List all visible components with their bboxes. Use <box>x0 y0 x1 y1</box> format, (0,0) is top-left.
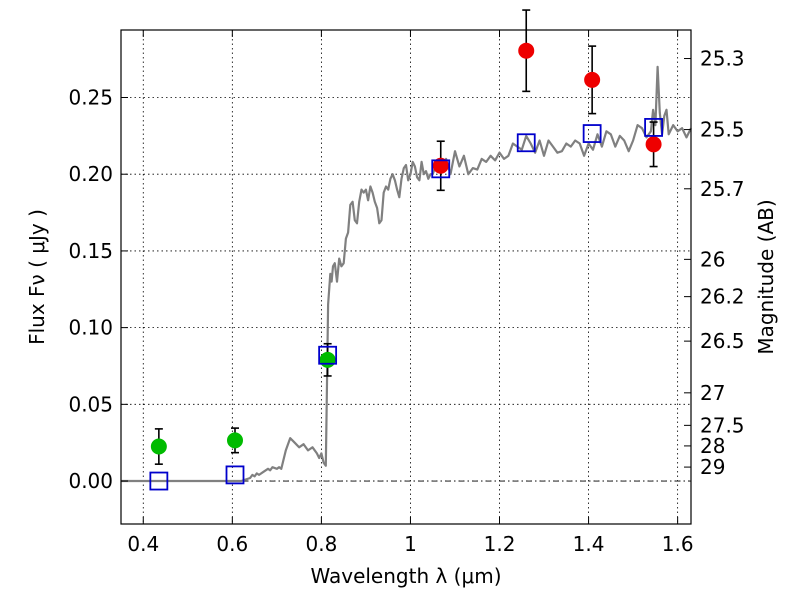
y-tick-label: 0.05 <box>68 392 113 416</box>
data-point-detections_nir <box>584 71 601 88</box>
mag-tick-label: 26 <box>700 247 725 271</box>
mag-tick-label: 27 <box>700 381 725 405</box>
data-point-model_photometry <box>644 118 663 137</box>
mag-tick-label: 28 <box>700 434 725 458</box>
x-axis-label: Wavelength λ (μm) <box>310 564 501 588</box>
data-point-detections_optical <box>227 432 243 449</box>
mag-tick-label: 26.2 <box>700 285 745 309</box>
y-tick-label: 0.20 <box>68 162 113 186</box>
x-tick-label: 1 <box>404 532 417 556</box>
model-spectrum-line <box>121 65 692 483</box>
data-point-model_photometry <box>516 133 536 153</box>
error-bars <box>154 9 658 465</box>
data-point-model_photometry <box>582 124 602 143</box>
data-point-model_photometry <box>318 345 338 365</box>
y-tick-label: 0.10 <box>68 316 113 340</box>
x-tick-label: 1.4 <box>573 532 605 556</box>
x-tick-label: 1.2 <box>484 532 516 556</box>
data-point-detections_nir <box>432 157 449 174</box>
data-point-detections_optical <box>319 351 336 368</box>
mag-tick-label: 25.3 <box>700 47 745 71</box>
y-tick-label: 0.00 <box>68 469 113 493</box>
y-axis-label: Flux Fν ( μJy ) <box>25 209 49 345</box>
mag-tick-label: 25.5 <box>700 118 745 142</box>
data-point-model_photometry <box>149 471 169 491</box>
x-tick-label: 1.6 <box>662 532 694 556</box>
model-spectrum-layer <box>121 65 692 483</box>
y-tick-label: 0.15 <box>68 239 113 263</box>
mag-tick-label: 26.5 <box>700 329 745 353</box>
mag-tick-label: 27.5 <box>700 413 745 437</box>
mag-tick-label: 25.7 <box>700 177 745 201</box>
mag-tick-label: 29 <box>700 455 725 479</box>
y-tick-label: 0.25 <box>68 86 113 110</box>
data-point-detections_optical <box>150 438 167 455</box>
x-tick-label: 0.4 <box>127 532 159 556</box>
plot-frame <box>120 29 692 525</box>
data-point-model_photometry <box>225 465 245 485</box>
x-tick-label: 0.6 <box>216 532 248 556</box>
y2-axis-label: Magnitude (AB) <box>754 199 778 354</box>
data-point-model_photometry <box>431 159 451 179</box>
x-tick-label: 0.8 <box>305 532 337 556</box>
grid <box>121 30 691 524</box>
data-markers <box>149 42 663 491</box>
data-point-detections_nir <box>645 136 662 153</box>
data-point-detections_nir <box>518 42 535 59</box>
axes: 0.4 0.6 0.8 1 1.2 1.4 1.6 0.00 0.05 0.10 0.15 0.20 0… <box>68 30 745 556</box>
